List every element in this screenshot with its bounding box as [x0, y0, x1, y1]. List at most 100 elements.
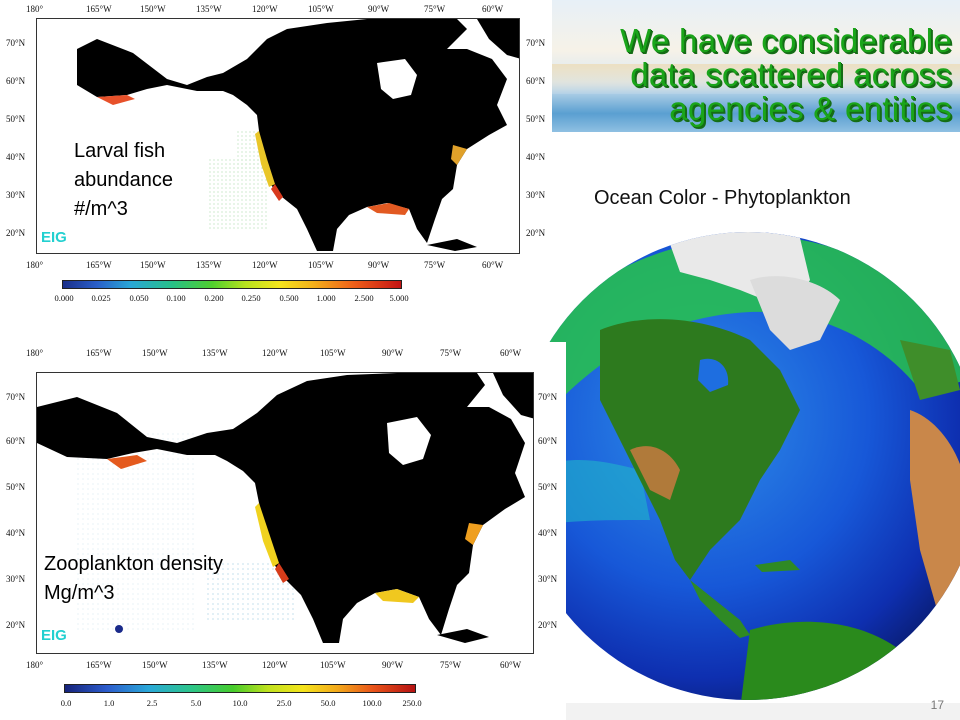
label-line: Zooplankton density: [44, 553, 224, 575]
lon-label: 165°W: [86, 4, 112, 14]
lat-label: 60°N: [538, 436, 558, 446]
lat-label: 30°N: [6, 190, 26, 200]
label-line: abundance: [74, 169, 173, 191]
lon-label: 105°W: [308, 260, 334, 270]
lat-label: 40°N: [6, 528, 26, 538]
lon-label: 90°W: [368, 4, 390, 14]
lon-label: 165°W: [86, 348, 112, 358]
label-line: Mg/m^3: [44, 582, 115, 604]
lat-label: 70°N: [6, 392, 26, 402]
colorbar-tick: 0.500: [279, 293, 299, 303]
lon-label: 60°W: [482, 260, 504, 270]
lon-label: 165°W: [86, 660, 112, 670]
zooplankton-colorbar: [64, 684, 416, 693]
greenland: [477, 19, 519, 59]
title-line: We have considerable: [620, 22, 952, 59]
slide-number: 17: [930, 698, 944, 712]
lat-label: 20°N: [6, 228, 26, 238]
lat-label: 40°N: [526, 152, 546, 162]
lat-label: 20°N: [538, 620, 558, 630]
lat-label: 40°N: [538, 528, 558, 538]
colorbar-tick: 0.100: [166, 293, 186, 303]
coastal-productivity: [530, 235, 960, 400]
colorbar-tick: 0.0: [60, 698, 72, 708]
lon-label: 120°W: [262, 348, 288, 358]
lon-label: 120°W: [252, 4, 278, 14]
lat-label: 60°N: [526, 76, 546, 86]
eastcoast-hotspot: [465, 523, 483, 545]
north-america-landmass: [600, 319, 800, 580]
lon-label: 75°W: [440, 660, 462, 670]
zooplankton-map: EIG: [36, 372, 534, 654]
colorbar-tick: 25.0: [276, 698, 292, 708]
title-line: agencies & entities: [669, 90, 952, 127]
label-line: #/m^3: [74, 198, 128, 220]
larval-colorbar: [62, 280, 402, 289]
colorbar-tick: 0.250: [241, 293, 261, 303]
colorbar-tick: 100.0: [362, 698, 382, 708]
map-canvas: [37, 373, 533, 643]
lat-label: 50°N: [526, 114, 546, 124]
slide-title: We have considerable data scattered acro…: [560, 24, 952, 126]
lat-label: 70°N: [526, 38, 546, 48]
colorbar-tick: 0.050: [129, 293, 149, 303]
colorbar-tick: 5.0: [190, 698, 202, 708]
eig-watermark: EIG: [41, 229, 67, 246]
lon-label: 75°W: [424, 4, 446, 14]
desert-southwest: [630, 446, 680, 500]
larval-fish-map: EIG: [36, 18, 520, 254]
lat-label: 30°N: [6, 574, 26, 584]
colorbar-tick: 1.000: [316, 293, 336, 303]
larval-fish-map-panel: 180° 165°W 150°W 135°W 120°W 105°W 90°W …: [0, 0, 552, 310]
lat-label: 50°N: [6, 482, 26, 492]
hawaii-hotspot: [115, 625, 123, 633]
banner-beach: [552, 64, 960, 94]
lon-label: 180°: [26, 348, 44, 358]
hudson-bay: [377, 59, 417, 99]
lon-label: 105°W: [320, 348, 346, 358]
colorbar-tick: 1.0: [103, 698, 115, 708]
lon-label: 180°: [26, 660, 44, 670]
survey-points: [77, 433, 197, 633]
lat-label: 70°N: [538, 392, 558, 402]
lon-label: 180°: [26, 260, 44, 270]
alaska-hotspot: [97, 95, 135, 105]
colorbar-tick: 0.025: [91, 293, 111, 303]
lat-label: 30°N: [526, 190, 546, 200]
lon-label: 180°: [26, 4, 44, 14]
footer-bar: [566, 703, 960, 720]
label-line: Larval fish: [74, 140, 166, 162]
colorbar-tick: 5.000: [389, 293, 409, 303]
hudson-bay: [698, 358, 729, 392]
colorbar-tick: 250.0: [402, 698, 422, 708]
lat-label: 60°N: [6, 76, 26, 86]
hudson-bay: [387, 417, 431, 465]
central-america: [690, 580, 750, 638]
greenland-landmass: [750, 276, 840, 350]
larval-fish-label: Larval fish abundance #/m^3: [74, 137, 173, 224]
eig-watermark: EIG: [41, 627, 67, 644]
westcoast-hotspot: [255, 503, 279, 567]
lon-label: 135°W: [196, 260, 222, 270]
lon-label: 105°W: [308, 4, 334, 14]
lon-label: 120°W: [252, 260, 278, 270]
colorbar-tick: 2.5: [146, 698, 158, 708]
lon-label: 135°W: [202, 660, 228, 670]
phytoplankton-globe: [514, 232, 960, 700]
lon-label: 120°W: [262, 660, 288, 670]
gulf-hotspot: [375, 589, 419, 603]
globe-caption: Ocean Color - Phytoplankton: [594, 187, 851, 209]
colorbar-tick: 0.200: [204, 293, 224, 303]
lat-label: 30°N: [538, 574, 558, 584]
lon-label: 135°W: [202, 348, 228, 358]
lon-label: 90°W: [382, 660, 404, 670]
lon-label: 105°W: [320, 660, 346, 670]
westcoast-hotspot: [255, 131, 275, 187]
lon-label: 90°W: [368, 260, 390, 270]
lat-label: 20°N: [6, 620, 26, 630]
lon-label: 60°W: [500, 348, 522, 358]
eastcoast-hotspot: [451, 145, 467, 165]
cuba: [427, 239, 477, 251]
colorbar-tick: 0.000: [54, 293, 74, 303]
